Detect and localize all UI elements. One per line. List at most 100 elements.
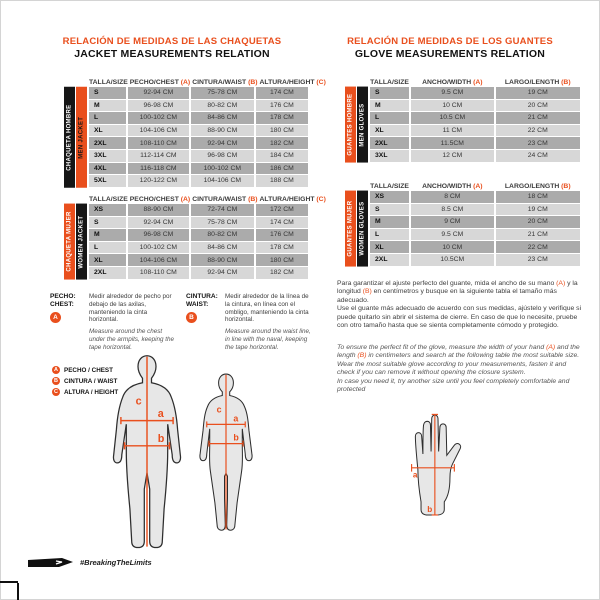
- badge-b-icon: B: [186, 312, 197, 323]
- table-row: XL 104-106 CM 88-90 CM 180 CM: [89, 124, 308, 137]
- women-gloves-table: GUANTES MUJER WOMEN GLOVES TALLA/SIZE ANCHO…: [345, 181, 580, 267]
- column-header: PECHO/CHEST (A): [129, 195, 191, 203]
- measure-cell: 104-106 CM: [190, 175, 254, 187]
- table-row: 4XL 116-118 CM 100-102 CM 186 CM: [89, 162, 308, 175]
- size-cell: M: [370, 216, 410, 228]
- measure-cell: 176 CM: [255, 99, 308, 112]
- measure-cell: 23 CM: [495, 137, 580, 149]
- table-row: XS 88-90 CM 72-74 CM 172 CM: [89, 204, 308, 216]
- legend-item-waist: B CINTURA / WAIST: [52, 377, 118, 385]
- chest-note-body: Medir alrededor de pecho por debajo de l…: [89, 293, 176, 352]
- chest-note-term: PECHO: CHEST: A: [50, 293, 84, 352]
- measure-cell: 9.5 CM: [411, 87, 494, 99]
- measure-cell: 9.5 CM: [411, 228, 494, 241]
- table-row: 2XL 11.5CM 23 CM: [370, 137, 580, 149]
- measure-cell: 20 CM: [495, 99, 580, 112]
- measure-cell: 84-86 CM: [190, 112, 254, 124]
- table-side-labels: CHAQUETA HOMBRE MEN JACKET: [64, 87, 87, 188]
- measure-cell: 176 CM: [255, 229, 308, 241]
- table-header-row: TALLA/SIZE ANCHO/WIDTH (A) LARGO/LENGTH (B…: [370, 77, 580, 87]
- measure-cell: 182 CM: [255, 137, 308, 149]
- measure-cell: 108-110 CM: [127, 266, 189, 279]
- label-a: a: [413, 470, 418, 479]
- table-side-labels: CHAQUETA MUJER WOMEN JACKET: [64, 204, 87, 280]
- measure-cell: 104-106 CM: [127, 254, 189, 266]
- table-side-label-inner: MEN GLOVES: [357, 87, 368, 163]
- measure-cell: 19 CM: [495, 203, 580, 216]
- glove-section-title: RELACIÓN DE MEDIDAS DE LOS GUANTES GLOVE…: [320, 36, 580, 61]
- measure-cell: 84-86 CM: [190, 241, 254, 254]
- measure-cell: 23 CM: [495, 253, 580, 266]
- waist-term-en: WAIST:: [186, 301, 209, 308]
- measure-cell: 178 CM: [255, 112, 308, 124]
- measure-cell: 20 CM: [495, 216, 580, 228]
- table-row: 2XL 10.5CM 23 CM: [370, 253, 580, 266]
- size-cell: S: [89, 216, 126, 229]
- measure-cell: 75-78 CM: [190, 87, 254, 99]
- column-header: TALLA/SIZE: [89, 78, 128, 86]
- measure-cell: 180 CM: [255, 124, 308, 137]
- measure-cell: 8.5 CM: [411, 203, 494, 216]
- measure-cell: 75-78 CM: [190, 216, 254, 229]
- measure-cell: 10 CM: [411, 241, 494, 253]
- table-row: L 100-102 CM 84-86 CM 178 CM: [89, 112, 308, 124]
- footer-banner-icon: [28, 558, 73, 567]
- size-cell: XL: [89, 124, 126, 137]
- table-side-label-outer: GUANTES HOMBRE: [345, 87, 356, 163]
- chest-note: PECHO: CHEST: A Medir alrededor de pecho…: [50, 293, 176, 352]
- measure-cell: 11.5CM: [411, 137, 494, 149]
- table-row: L 9.5 CM 21 CM: [370, 228, 580, 241]
- table-side-label-inner: MEN JACKET: [76, 87, 87, 188]
- table-row: S 8.5 CM 19 CM: [370, 203, 580, 216]
- table-side-label-outer: CHAQUETA HOMBRE: [64, 87, 75, 188]
- column-header: TALLA/SIZE: [370, 78, 409, 86]
- column-header: ANCHO/WIDTH (A): [422, 182, 483, 190]
- measure-cell: 100-102 CM: [127, 112, 189, 124]
- table-row: XL 11 CM 22 CM: [370, 124, 580, 137]
- table-row: XL 104-106 CM 88-90 CM 180 CM: [89, 254, 308, 266]
- measure-cell: 88-90 CM: [190, 124, 254, 137]
- size-cell: XS: [370, 191, 410, 203]
- chest-note-en: Measure around the chest under the armpi…: [89, 328, 175, 351]
- table-header-row: TALLA/SIZE PECHO/CHEST (A) CINTURA/WAIST (…: [89, 194, 326, 204]
- waist-note-en: Measure around the waist line, in line w…: [225, 328, 311, 351]
- label-b: b: [427, 505, 432, 514]
- chest-note-es: Medir alrededor de pecho por debajo de l…: [89, 293, 172, 324]
- table-row: XL 10 CM 22 CM: [370, 241, 580, 253]
- size-cell: 2XL: [89, 137, 126, 149]
- size-cell: M: [89, 229, 126, 241]
- measure-cell: 96-98 CM: [127, 99, 189, 112]
- waist-term-es: CINTURA:: [186, 293, 218, 300]
- glove-title-es: RELACIÓN DE MEDIDAS DE LOS GUANTES: [347, 36, 553, 47]
- column-header: ANCHO/WIDTH (A): [422, 78, 483, 86]
- table-row: 3XL 12 CM 24 CM: [370, 149, 580, 162]
- size-cell: 3XL: [370, 149, 410, 162]
- measure-cell: 21 CM: [495, 228, 580, 241]
- table-row: 2XL 108-110 CM 92-94 CM 182 CM: [89, 137, 308, 149]
- jacket-section-title: RELACIÓN DE MEDIDAS DE LAS CHAQUETAS JAC…: [33, 36, 311, 61]
- size-cell: S: [370, 87, 410, 99]
- jacket-title-es: RELACIÓN DE MEDIDAS DE LAS CHAQUETAS: [62, 36, 282, 47]
- table-side-label-inner: WOMEN GLOVES: [357, 191, 368, 267]
- column-header: PECHO/CHEST (A): [129, 78, 191, 86]
- glove-title-en: GLOVE MEASUREMENTS RELATION: [354, 48, 546, 60]
- measure-cell: 92-94 CM: [127, 87, 189, 99]
- measure-cell: 182 CM: [255, 266, 308, 279]
- size-cell: XL: [370, 124, 410, 137]
- measure-cell: 96-98 CM: [190, 149, 254, 162]
- men-jacket-table: CHAQUETA HOMBRE MEN JACKET TALLA/SIZE PECHO…: [64, 77, 326, 188]
- measure-cell: 174 CM: [255, 216, 308, 229]
- chest-term-en: CHEST:: [50, 301, 74, 308]
- size-cell: XL: [89, 254, 126, 266]
- measure-cell: 178 CM: [255, 241, 308, 254]
- jacket-title-en: JACKET MEASUREMENTS RELATION: [74, 48, 270, 60]
- measure-cell: 96-98 CM: [127, 229, 189, 241]
- measure-cell: 22 CM: [495, 241, 580, 253]
- measure-cell: 80-82 CM: [190, 99, 254, 112]
- measure-cell: 92-94 CM: [127, 216, 189, 229]
- label-a: a: [158, 408, 165, 420]
- measure-cell: 92-94 CM: [190, 266, 254, 279]
- measure-cell: 112-114 CM: [127, 149, 189, 162]
- male-body-diagram: c a b: [112, 355, 182, 549]
